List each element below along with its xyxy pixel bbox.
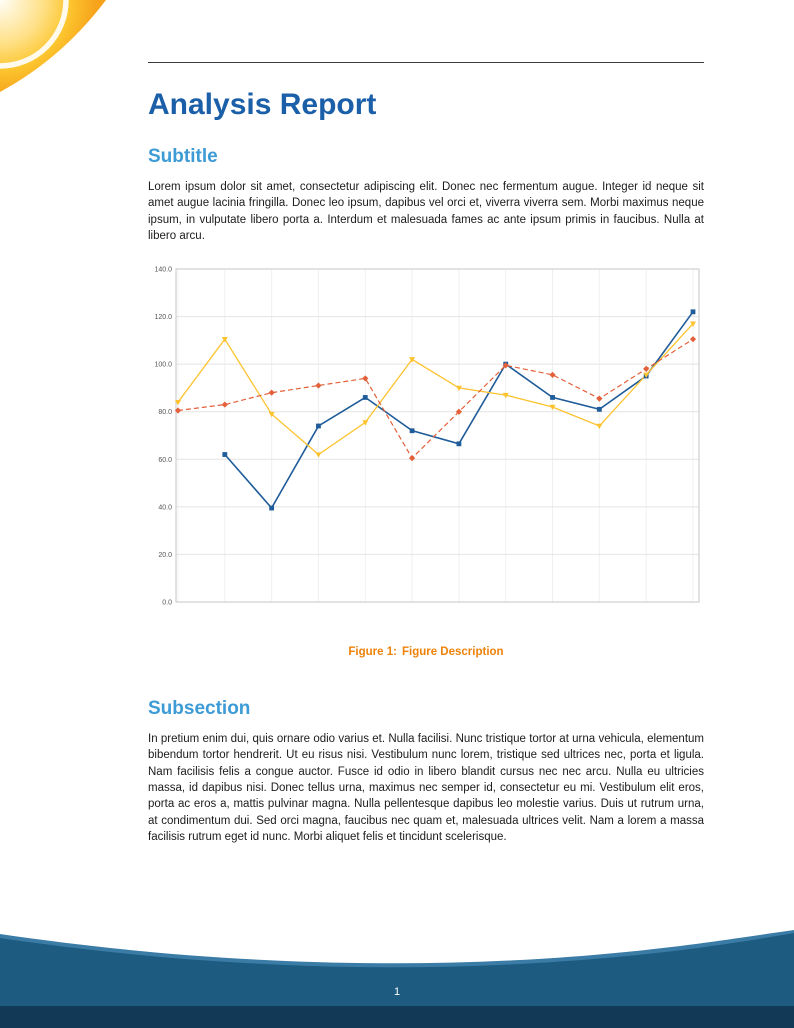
footer: 1 bbox=[0, 930, 794, 1028]
body-paragraph: In pretium enim dui, quis ornare odio va… bbox=[148, 733, 704, 843]
svg-text:60.0: 60.0 bbox=[158, 457, 172, 464]
svg-text:120.0: 120.0 bbox=[154, 314, 172, 321]
svg-text:40.0: 40.0 bbox=[158, 505, 172, 512]
section-heading: Subsection bbox=[148, 698, 251, 720]
page-number: 1 bbox=[393, 986, 401, 998]
svg-text:20.0: 20.0 bbox=[158, 552, 172, 559]
body-paragraph: Lorem ipsum dolor sit amet, consectetur … bbox=[148, 181, 704, 242]
svg-text:0.0: 0.0 bbox=[162, 600, 172, 607]
svg-text:100.0: 100.0 bbox=[154, 362, 172, 369]
corner-swoosh-decoration bbox=[0, 0, 106, 92]
page-title: Analysis Report bbox=[148, 88, 377, 121]
figure-block: 0.0 20.0 40.0 60.0 80.0 100.0 120.0 140.0 Figur… bbox=[148, 262, 704, 658]
figure-caption-label: Figure 1: bbox=[348, 646, 397, 659]
header-rule bbox=[148, 62, 704, 63]
footer-wave bbox=[0, 930, 794, 1028]
svg-text:80.0: 80.0 bbox=[158, 409, 172, 416]
svg-text:140.0: 140.0 bbox=[154, 267, 172, 274]
line-chart: 0.0 20.0 40.0 60.0 80.0 100.0 120.0 140.0 bbox=[148, 262, 704, 610]
figure-caption: Figure 1: Figure Description bbox=[148, 646, 704, 658]
section-heading: Subtitle bbox=[148, 146, 218, 167]
section-subtitle: Subtitle Lorem ipsum dolor sit amet, con… bbox=[148, 146, 704, 244]
section-subsection: Subsection In pretium enim dui, quis orn… bbox=[148, 698, 704, 845]
figure-caption-text: Figure Description bbox=[401, 646, 504, 659]
page-content: Analysis Report Subtitle Lorem ipsum dol… bbox=[148, 0, 704, 845]
